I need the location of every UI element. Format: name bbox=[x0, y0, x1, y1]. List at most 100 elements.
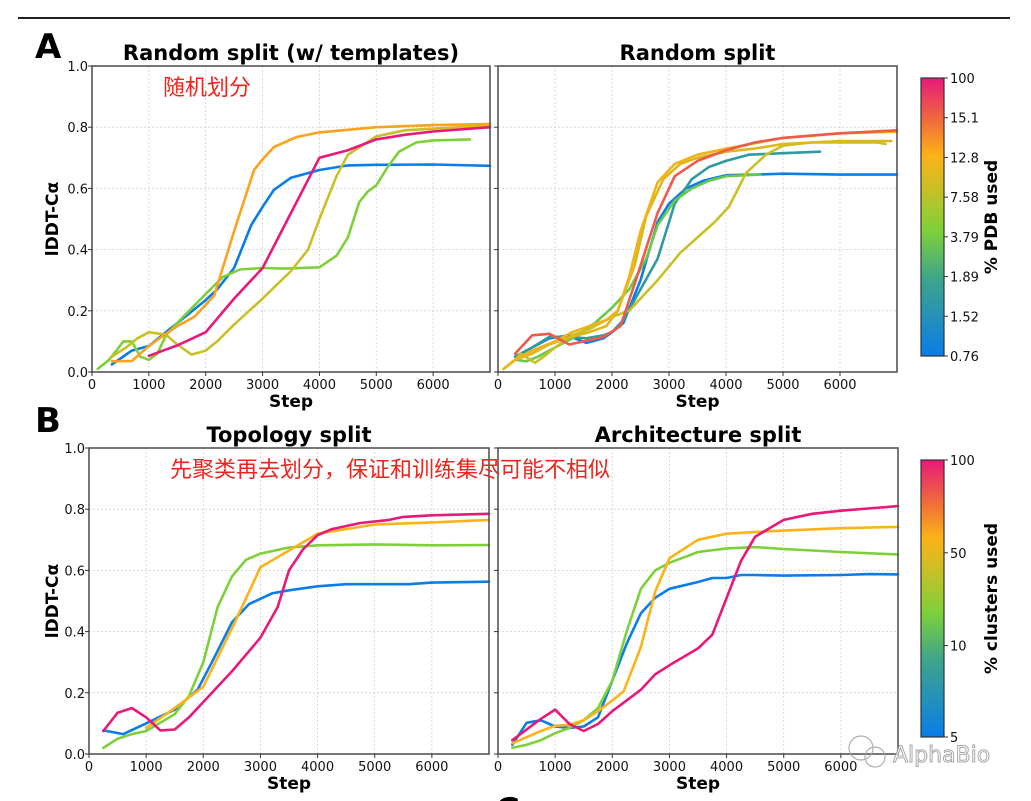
colorbar-tick-label: 1.89 bbox=[950, 271, 979, 286]
colorbar-label: % PDB used bbox=[982, 160, 1002, 274]
panel-label-c: C bbox=[495, 791, 520, 801]
colorbar-tick-label: 3.79 bbox=[950, 231, 979, 246]
x-tick-label: 1000 bbox=[132, 378, 165, 393]
colorbar-gradient bbox=[920, 459, 945, 738]
colorbar-clusters-used: 100 50 10 5 % clusters used bbox=[920, 454, 1002, 746]
colorbar-tick-label: 100 bbox=[950, 72, 975, 87]
series-line-1.52 bbox=[513, 150, 822, 358]
plot-random-split-templates: 0 1000 2000 3000 4000 5000 6000 0.0 0.2 0.4 0.6 0.8… bbox=[43, 41, 492, 412]
annotation-cluster-split: 先聚类再去划分，保证和训练集尽可能不相似 bbox=[170, 458, 610, 483]
plot-topology-split: 0 1000 2000 3000 4000 5000 6000 0.0 0.2 0.4 0.6 0.8… bbox=[43, 423, 491, 794]
x-tick-label: 3000 bbox=[653, 760, 686, 775]
series-line-12.8 bbox=[502, 130, 899, 371]
x-tick-label: 5000 bbox=[358, 760, 391, 775]
x-tick-label: 0 bbox=[85, 760, 93, 775]
x-tick-label: 6000 bbox=[823, 378, 856, 393]
series-line-15.1 bbox=[513, 129, 899, 355]
colorbar-tick-label: 50 bbox=[950, 547, 967, 562]
x-tick-label: 1000 bbox=[538, 378, 571, 393]
y-tick-label: 0.4 bbox=[64, 626, 85, 641]
colorbar-label: % clusters used bbox=[982, 523, 1002, 674]
y-tick-label: 0.4 bbox=[67, 244, 88, 259]
colorbar-tick-label: 5 bbox=[950, 731, 958, 746]
x-tick-label: 4000 bbox=[710, 760, 743, 775]
y-tick-label: 0.0 bbox=[64, 748, 85, 763]
series-line-10 bbox=[510, 545, 900, 750]
x-tick-label: 1000 bbox=[539, 760, 572, 775]
colorbar-tick-label: 10 bbox=[950, 640, 967, 655]
y-tick-label: 0.8 bbox=[64, 503, 85, 518]
colorbar-tick-label: 1.52 bbox=[950, 310, 979, 325]
watermark: AlphaBio bbox=[848, 735, 991, 769]
x-tick-label: 2000 bbox=[189, 378, 222, 393]
x-tick-label: 0 bbox=[494, 378, 502, 393]
x-axis-label: Step bbox=[267, 774, 311, 794]
colorbar-tick-label: 12.8 bbox=[950, 151, 979, 166]
y-tick-label: 1.0 bbox=[64, 442, 85, 457]
watermark-text: AlphaBio bbox=[893, 743, 990, 768]
colorbar-pdb-used: 100 15.1 12.8 7.58 3.79 1.89 1.52 0.76 % PDB use… bbox=[920, 72, 1002, 365]
series-line-100 bbox=[510, 504, 900, 742]
panel-label-a: A bbox=[35, 27, 62, 67]
x-tick-label: 3000 bbox=[652, 378, 685, 393]
y-tick-label: 1.0 bbox=[67, 60, 88, 75]
annotation-random-split: 随机划分 bbox=[163, 76, 251, 101]
plot-title: Random split bbox=[620, 41, 776, 65]
plot-title: Architecture split bbox=[595, 423, 802, 447]
plot-title: Random split (w/ templates) bbox=[123, 41, 459, 65]
colorbar-tick-label: 100 bbox=[950, 454, 975, 469]
series-line-5 bbox=[510, 572, 900, 747]
y-tick-label: 0.8 bbox=[67, 121, 88, 136]
x-tick-label: 6000 bbox=[417, 378, 450, 393]
series-line-50 bbox=[144, 518, 491, 730]
series-line-3.79 bbox=[502, 141, 887, 371]
series-line-green bbox=[96, 138, 472, 371]
y-tick-label: 0.2 bbox=[67, 305, 88, 320]
y-tick-label: 0.0 bbox=[67, 366, 88, 381]
axes-frame bbox=[88, 447, 490, 755]
series-line-olive bbox=[110, 124, 492, 358]
panel-label-b: B bbox=[35, 401, 61, 441]
plot-random-split: 0 1000 2000 3000 4000 5000 6000 Random split Ste… bbox=[494, 41, 899, 412]
colorbar-tick-label: 15.1 bbox=[950, 112, 979, 127]
x-tick-label: 5000 bbox=[766, 378, 799, 393]
x-tick-label: 3000 bbox=[244, 760, 277, 775]
y-axis-label: lDDT-Cα bbox=[43, 182, 63, 256]
series-line-5 bbox=[102, 580, 491, 736]
axes-frame bbox=[497, 447, 899, 755]
plot-architecture-split: 0 1000 2000 3000 4000 5000 6000 Architecture sp… bbox=[494, 423, 900, 794]
axes-frame bbox=[497, 65, 898, 373]
x-tick-label: 0 bbox=[494, 760, 502, 775]
y-tick-label: 0.6 bbox=[67, 182, 88, 197]
series-line-100 bbox=[102, 512, 491, 733]
y-tick-label: 0.2 bbox=[64, 687, 85, 702]
x-tick-label: 2000 bbox=[187, 760, 220, 775]
x-tick-label: 6000 bbox=[824, 760, 857, 775]
plot-title: Topology split bbox=[206, 423, 371, 447]
x-tick-label: 5000 bbox=[360, 378, 393, 393]
x-tick-label: 3000 bbox=[246, 378, 279, 393]
x-axis-label: Step bbox=[676, 774, 720, 794]
series-line-10 bbox=[102, 543, 491, 750]
y-tick-label: 0.6 bbox=[64, 564, 85, 579]
x-tick-label: 6000 bbox=[415, 760, 448, 775]
x-tick-label: 2000 bbox=[596, 760, 629, 775]
x-tick-label: 0 bbox=[88, 378, 96, 393]
colorbar-tick-label: 0.76 bbox=[950, 350, 979, 365]
x-tick-label: 5000 bbox=[767, 760, 800, 775]
y-axis-label: lDDT-Cα bbox=[43, 564, 63, 638]
x-tick-label: 1000 bbox=[130, 760, 163, 775]
x-tick-label: 4000 bbox=[301, 760, 334, 775]
series-line-magenta bbox=[147, 125, 492, 358]
wechat-icon bbox=[848, 735, 874, 761]
x-tick-label: 4000 bbox=[303, 378, 336, 393]
x-axis-label: Step bbox=[269, 392, 313, 412]
series-line-50 bbox=[510, 525, 900, 745]
colorbar-tick-label: 7.58 bbox=[950, 191, 979, 206]
axes-frame bbox=[91, 65, 491, 373]
x-tick-label: 2000 bbox=[595, 378, 628, 393]
series-line-orange bbox=[110, 122, 492, 363]
colorbar-gradient bbox=[920, 77, 945, 357]
x-axis-label: Step bbox=[675, 392, 719, 412]
